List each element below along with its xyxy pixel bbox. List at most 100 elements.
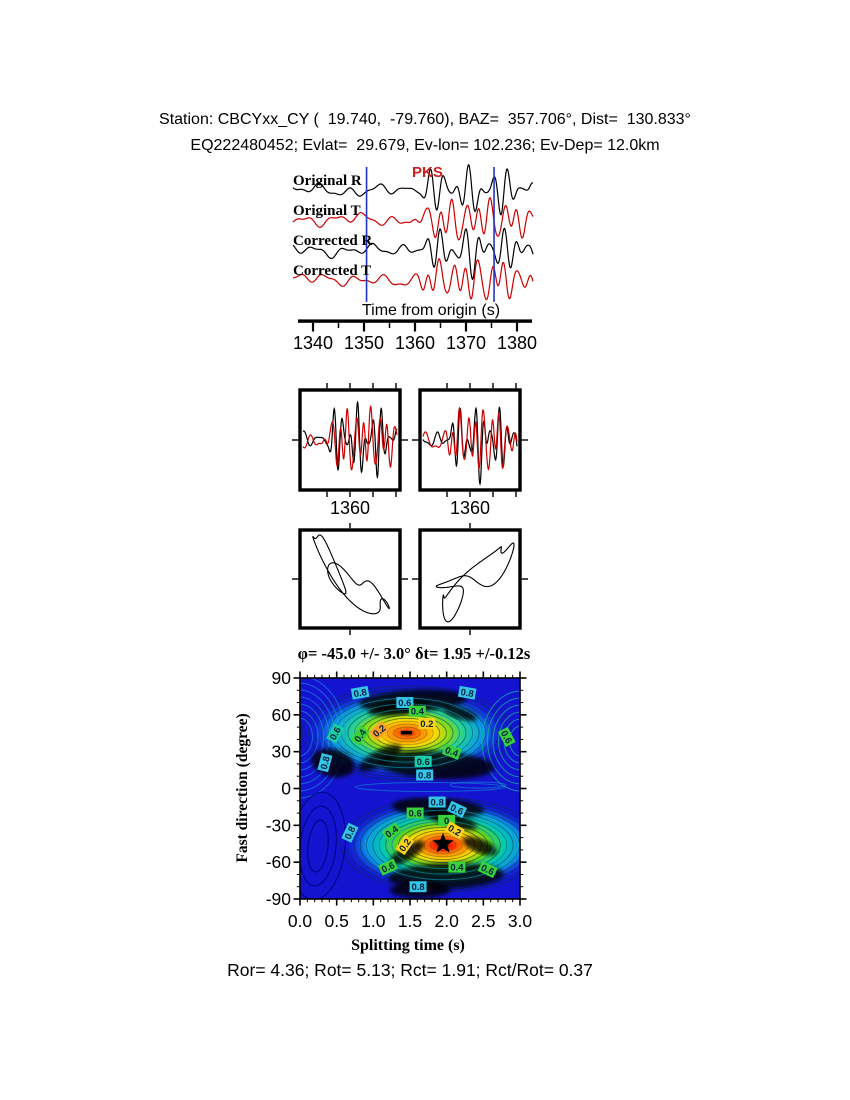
time-axis-tick-label: 1340 — [293, 333, 333, 353]
contour-label-chip: 0.8 — [317, 753, 333, 773]
dense-contour-blob — [442, 705, 478, 721]
contour-chip-value: 0.8 — [343, 825, 359, 842]
pm-curve-0 — [312, 534, 390, 615]
window-panel-tick-label: 1360 — [330, 498, 370, 518]
contour-chip-bg — [369, 721, 390, 741]
contour-ring-highlight — [367, 809, 519, 881]
surface-x-tick-label: 3.0 — [508, 911, 533, 931]
contour-chip-value: 0.8 — [460, 687, 475, 700]
trace-label-corrected-t: Corrected T — [293, 263, 372, 279]
dense-contour-blob — [389, 840, 425, 866]
seismogram-trace-0 — [292, 163, 534, 216]
contour-chip-value: 0.4 — [411, 707, 425, 718]
contour-ring — [301, 685, 513, 781]
contour-ring-highlight — [354, 709, 460, 757]
contour-label-chip: 0.6 — [396, 697, 414, 709]
contour-chip-bg — [418, 717, 436, 729]
contour-ring — [498, 711, 520, 771]
contour-chip-value: 0.4 — [450, 862, 464, 873]
contour-chip-bg — [317, 753, 333, 773]
window-panel-traces-0 — [302, 400, 398, 479]
contour-chip-value: 0.8 — [431, 797, 444, 808]
surface-y-tick-label: 90 — [272, 668, 292, 688]
contour-label-chip: 0.4 — [441, 743, 462, 760]
contour-chip-value: 0.6 — [380, 860, 397, 876]
splitting-results-line: Ror= 4.36; Rot= 5.13; Rct= 1.91; Rct/Rot… — [227, 960, 593, 980]
error-surface-xlabel: Splitting time (s) — [351, 937, 465, 954]
contour-chip-value: 0.6 — [498, 729, 514, 746]
contour-ring — [354, 782, 506, 792]
contour-chip-bg — [497, 726, 516, 748]
window-trace — [302, 404, 398, 471]
contour-label-chip: 0.6 — [377, 858, 399, 876]
contour-chip-value: 0.6 — [479, 863, 496, 879]
contour-label-chip: 0.8 — [341, 822, 359, 843]
contour-ring — [300, 703, 324, 771]
contour-label-chip: 0.6 — [406, 807, 424, 819]
contour-chip-bg — [406, 807, 424, 819]
contour-chip-bg — [381, 822, 402, 841]
surface-y-tick-label: 60 — [272, 705, 292, 725]
contour-label-chip: 0.6 — [477, 860, 498, 879]
contour-chip-bg — [416, 769, 434, 781]
contour-ring — [300, 710, 319, 764]
contour-label-chip: 0.4 — [448, 861, 466, 873]
contour-ring — [399, 729, 415, 737]
phase-pick-label: PKS — [412, 164, 443, 181]
window-trace — [422, 406, 518, 486]
seismogram-trace-1 — [292, 196, 534, 241]
contour-label-chip: 0.2 — [418, 717, 436, 730]
contour-ring — [393, 726, 421, 740]
contour-chip-value: 0.6 — [328, 725, 344, 742]
contour-chip-value: 0.8 — [418, 770, 431, 781]
trace-label-original-t: Original T — [293, 203, 361, 219]
time-axis-title: Time from origin (s) — [361, 302, 501, 319]
time-axis-line — [298, 319, 532, 323]
surface-y-tick-label: -60 — [266, 852, 292, 872]
contour-ring — [487, 697, 520, 785]
contour-chip-bg — [395, 834, 415, 856]
contour-chip-bg — [441, 743, 462, 760]
contour-chip-bg — [428, 796, 446, 808]
contour-chip-bg — [377, 858, 399, 876]
contour-chip-value: 0.8 — [353, 687, 368, 700]
contour-chip-value: 0.4 — [443, 745, 460, 760]
contour-label-chip: 0.8 — [457, 685, 477, 700]
best-solution-star — [432, 832, 454, 853]
contour-ring — [449, 781, 507, 789]
surface-x-tick-label: 0.5 — [325, 911, 349, 931]
contour-ring — [307, 819, 329, 873]
surface-y-tick-label: -90 — [266, 889, 292, 909]
contour-chip-bg — [408, 705, 426, 717]
surface-y-tick-label: -30 — [266, 815, 292, 835]
contour-label-chip: 0.6 — [446, 800, 467, 818]
contour-chip-bg — [409, 881, 427, 893]
contour-chip-value: 0.8 — [411, 882, 424, 893]
contour-label-chip: 0.6 — [497, 726, 516, 748]
surface-x-tick-label: 1.0 — [361, 911, 386, 931]
station-header-line1: Station: CBCYxx_CY ( 19.740, -79.760), B… — [159, 111, 691, 128]
contour-chip-value: 0.2 — [420, 719, 433, 730]
window-panel-tick-label: 1360 — [450, 498, 490, 518]
contour-label-chip: 0.8 — [350, 685, 370, 700]
contour-ring — [300, 682, 341, 792]
contour-chip-bg — [350, 725, 370, 746]
contour-chip-value: 0.6 — [417, 757, 430, 768]
seismogram-trace-2 — [292, 227, 534, 281]
dense-contour-blob — [358, 744, 402, 772]
surface-x-tick-label: 2.5 — [471, 911, 495, 931]
error-surface-title: φ= -45.0 +/- 3.0° δt= 1.95 +/-0.12s — [297, 644, 531, 663]
contour-chip-bg — [444, 821, 465, 840]
surface-x-tick-label: 0.0 — [288, 911, 313, 931]
contour-label-chip: 0 — [438, 814, 456, 827]
trace-label-corrected-r: Corrected R — [293, 233, 373, 249]
pm-curve-1 — [435, 542, 515, 623]
contour-chip-bg — [438, 814, 456, 826]
contour-label-chip: 0.4 — [408, 705, 426, 718]
contour-label-chip: 0.6 — [414, 755, 432, 768]
time-axis-tick-label: 1370 — [446, 333, 486, 353]
contour-ring — [300, 717, 313, 757]
time-axis-tick-label: 1380 — [497, 333, 537, 353]
contour-ring — [386, 723, 428, 743]
